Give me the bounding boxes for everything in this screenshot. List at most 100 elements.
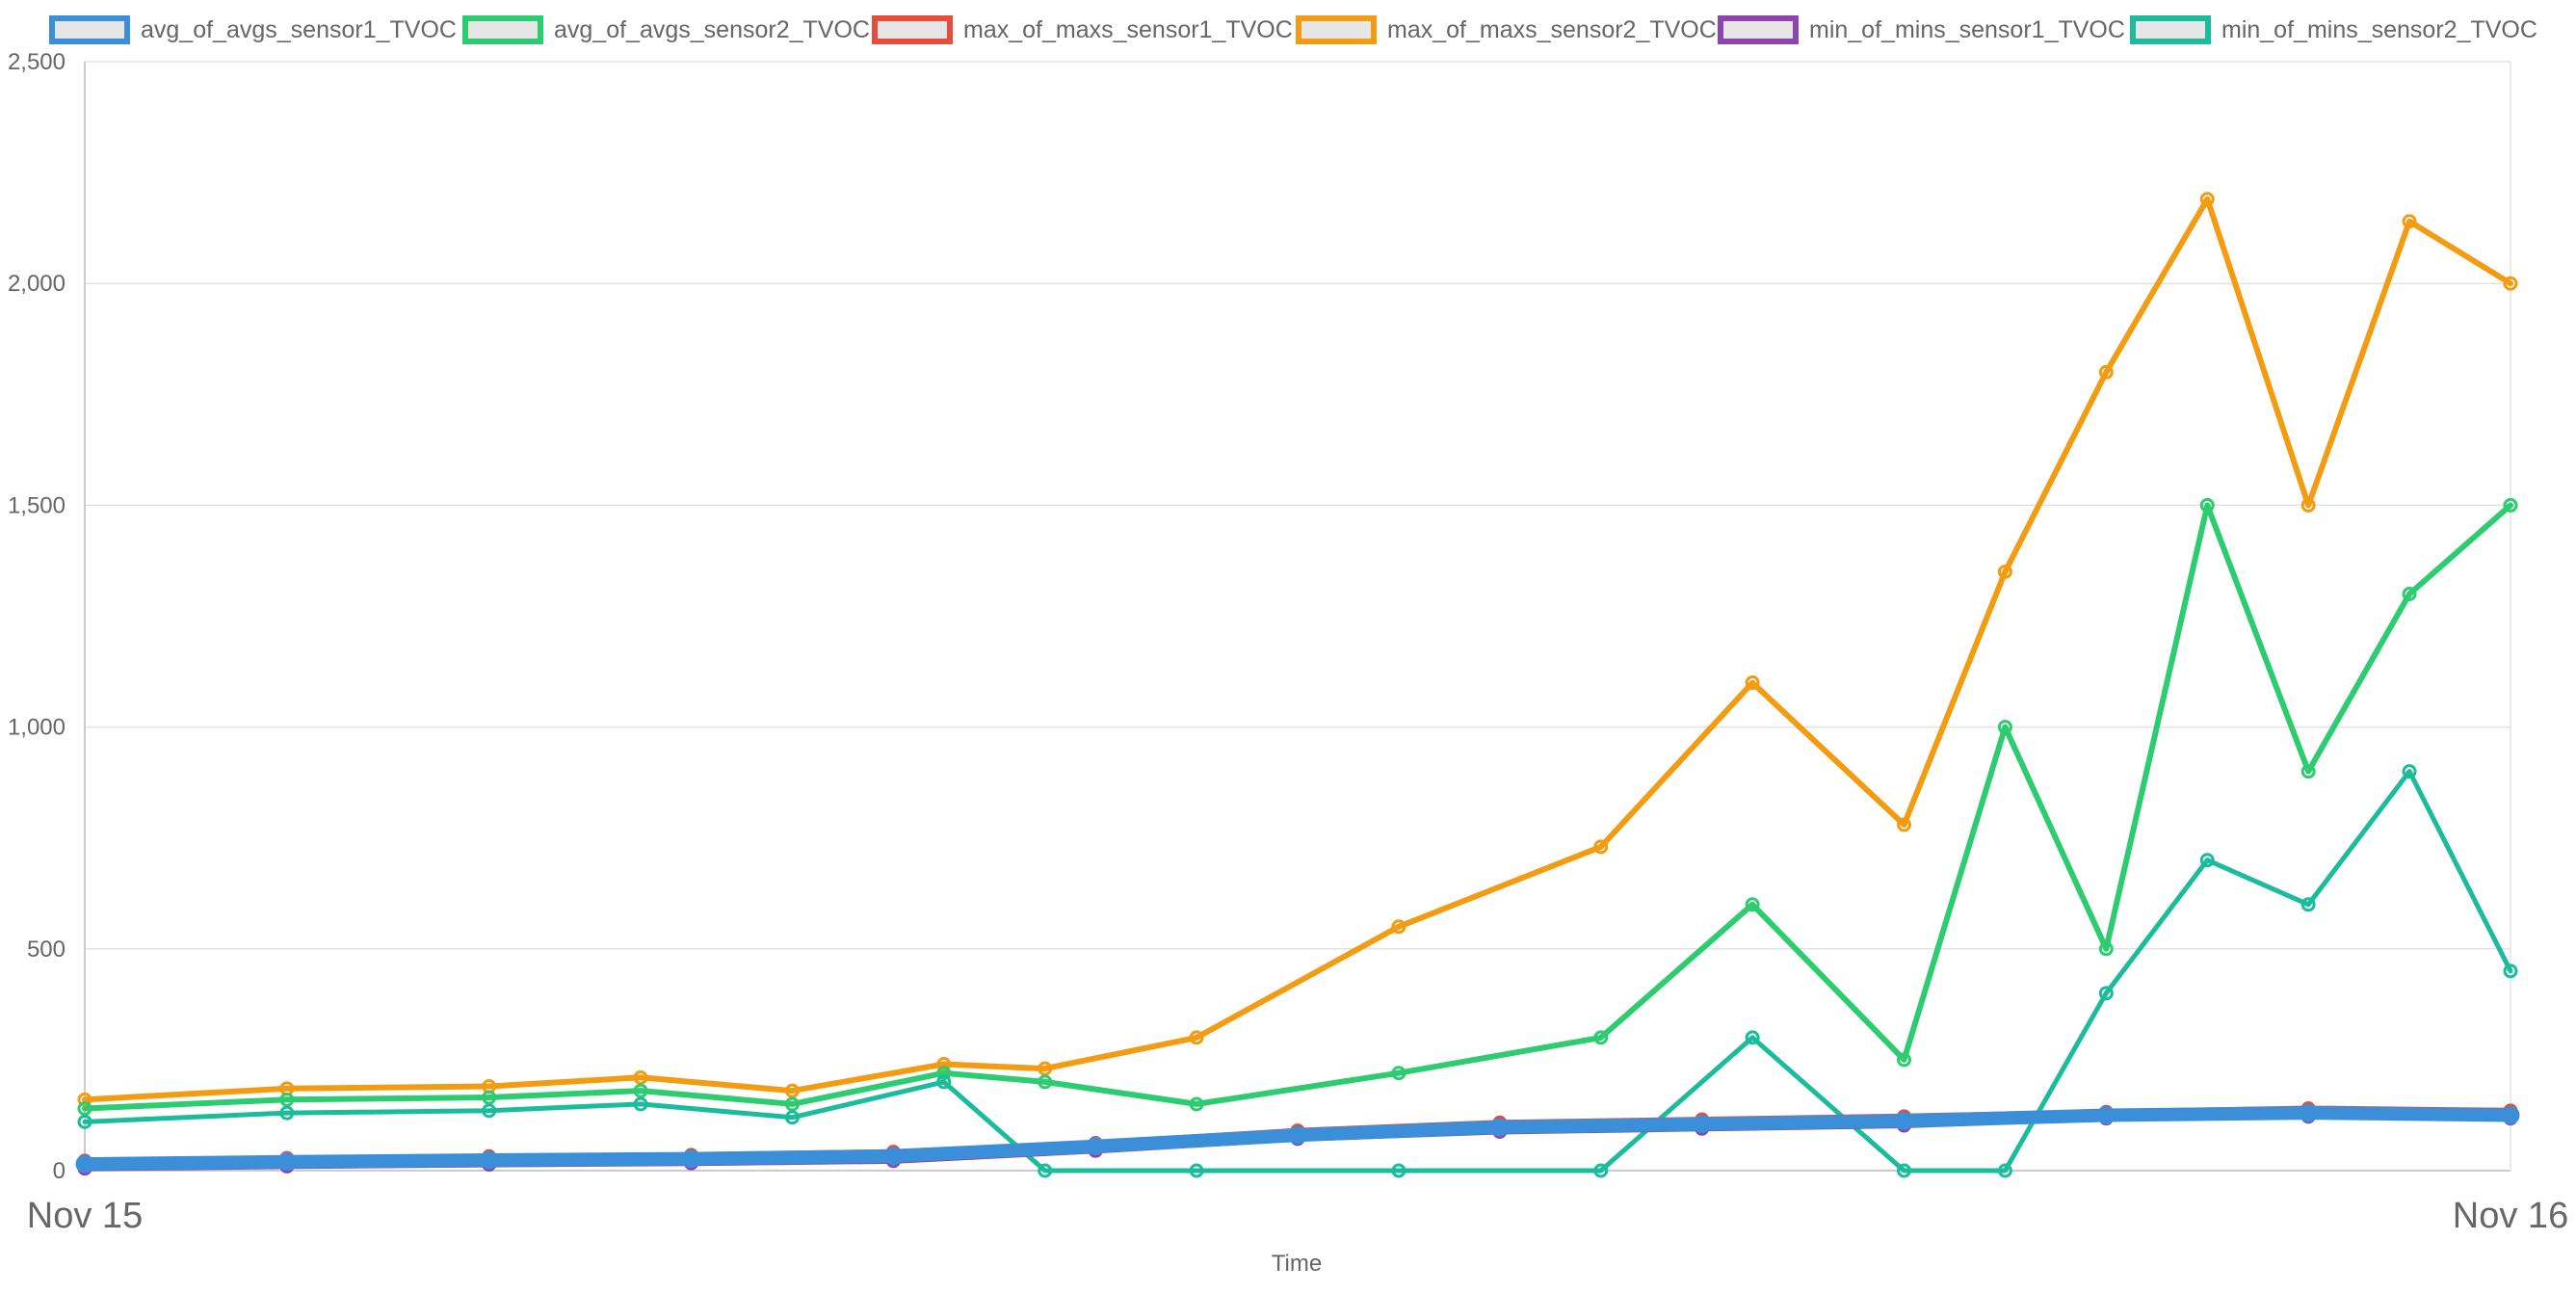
data-point — [75, 1154, 94, 1174]
series-max_of_maxs_sensor2_TVOC — [77, 192, 2518, 1107]
y-tick-label: 1,500 — [8, 492, 66, 518]
data-point — [1997, 564, 2012, 579]
data-point — [784, 1096, 800, 1112]
legend-swatch — [462, 15, 543, 44]
data-point — [2300, 764, 2316, 779]
legend-label: max_of_maxs_sensor2_TVOC — [1387, 16, 1717, 43]
data-point — [277, 1152, 297, 1172]
data-point — [2503, 963, 2518, 979]
data-point — [77, 1101, 92, 1117]
data-point — [936, 1066, 952, 1081]
legend: avg_of_avgs_sensor1_TVOC avg_of_avgs_sens… — [49, 15, 2537, 44]
data-point — [1895, 1111, 1913, 1130]
data-point — [2503, 497, 2518, 513]
data-point — [2501, 1105, 2520, 1124]
axes: 0 500 1,000 1,500 2,000 2,500 Nov 15 Nov 16 — [8, 49, 2568, 1236]
data-point — [784, 1083, 800, 1098]
data-point — [1897, 1052, 1911, 1068]
legend-swatch — [49, 15, 130, 44]
data-point — [2503, 276, 2518, 291]
legend-label: avg_of_avgs_sensor2_TVOC — [554, 16, 870, 43]
x-tick-label: Nov 15 — [27, 1196, 143, 1236]
data-point — [2199, 497, 2215, 513]
series-avg_of_avgs_sensor1_TVOC — [75, 1103, 2520, 1174]
data-point — [1038, 1061, 1053, 1076]
data-point — [1288, 1125, 1307, 1145]
data-point — [1745, 897, 1760, 912]
series-min_of_mins_sensor2_TVOC — [77, 764, 2518, 1178]
data-point — [480, 1150, 499, 1170]
data-point — [1490, 1118, 1510, 1137]
data-point — [77, 1114, 92, 1129]
data-point — [1038, 1163, 1053, 1178]
data-point — [2098, 941, 2114, 957]
legend-item-max_of_maxs_sensor2_TVOC: max_of_maxs_sensor2_TVOC — [1296, 15, 1717, 44]
legend-swatch — [1296, 15, 1377, 44]
data-point — [883, 1147, 903, 1166]
data-point — [2402, 214, 2417, 229]
data-point — [1086, 1137, 1105, 1156]
series-line — [82, 502, 2513, 1112]
x-tick-label: Nov 16 — [2453, 1196, 2568, 1236]
data-point — [633, 1083, 648, 1098]
legend-item-avg_of_avgs_sensor2_TVOC: avg_of_avgs_sensor2_TVOC — [462, 15, 870, 44]
data-point — [1997, 1163, 2012, 1178]
series-line — [78, 1106, 2517, 1172]
data-point — [2300, 497, 2316, 513]
grid — [85, 61, 2510, 1172]
data-point — [1897, 1163, 1911, 1178]
data-point — [1997, 720, 2012, 735]
data-point — [2199, 853, 2215, 868]
legend-item-min_of_mins_sensor2_TVOC: min_of_mins_sensor2_TVOC — [2130, 15, 2537, 44]
data-point — [1391, 1163, 1406, 1178]
data-point — [1593, 839, 1609, 855]
data-point — [1745, 1030, 1760, 1045]
data-point — [633, 1069, 648, 1085]
data-point — [2098, 364, 2114, 380]
legend-item-avg_of_avgs_sensor1_TVOC: avg_of_avgs_sensor1_TVOC — [49, 15, 457, 44]
data-point — [2402, 764, 2417, 779]
data-point — [1897, 817, 1911, 832]
data-point — [1189, 1096, 1204, 1112]
data-point — [633, 1096, 648, 1112]
data-point — [482, 1090, 497, 1105]
data-point — [1593, 1163, 1609, 1178]
plot-area — [75, 192, 2520, 1178]
data-point — [936, 1057, 952, 1072]
legend-item-max_of_maxs_sensor1_TVOC: max_of_maxs_sensor1_TVOC — [872, 15, 1293, 44]
legend-label: min_of_mins_sensor2_TVOC — [2221, 16, 2537, 43]
data-point — [1391, 1066, 1406, 1081]
series-line — [82, 769, 2513, 1174]
legend-label: max_of_maxs_sensor1_TVOC — [963, 16, 1293, 43]
legend-swatch — [2130, 15, 2211, 44]
data-point — [2300, 897, 2316, 912]
y-tick-label: 0 — [53, 1158, 66, 1184]
data-point — [784, 1110, 800, 1125]
data-point — [1745, 675, 1760, 691]
series-line — [82, 196, 2513, 1103]
data-point — [482, 1103, 497, 1119]
legend-swatch — [872, 15, 953, 44]
legend-label: min_of_mins_sensor1_TVOC — [1809, 16, 2125, 43]
data-point — [1189, 1030, 1204, 1045]
data-point — [1189, 1163, 1204, 1178]
legend-item-min_of_mins_sensor1_TVOC: min_of_mins_sensor1_TVOC — [1718, 15, 2125, 44]
y-tick-label: 500 — [27, 937, 66, 963]
x-axis-title: Time — [1272, 1251, 1322, 1277]
data-point — [2199, 192, 2215, 207]
data-point — [682, 1149, 700, 1169]
data-point — [2096, 1105, 2116, 1124]
data-point — [2098, 986, 2114, 1001]
data-point — [279, 1092, 295, 1107]
legend-label: avg_of_avgs_sensor1_TVOC — [141, 16, 457, 43]
data-point — [2299, 1103, 2318, 1122]
data-point — [279, 1105, 295, 1121]
y-tick-label: 1,000 — [8, 715, 66, 741]
data-point — [2402, 586, 2417, 601]
series-avg_of_avgs_sensor2_TVOC — [77, 497, 2518, 1117]
data-point — [936, 1074, 952, 1090]
data-point — [1693, 1115, 1712, 1134]
data-point — [1391, 919, 1406, 935]
